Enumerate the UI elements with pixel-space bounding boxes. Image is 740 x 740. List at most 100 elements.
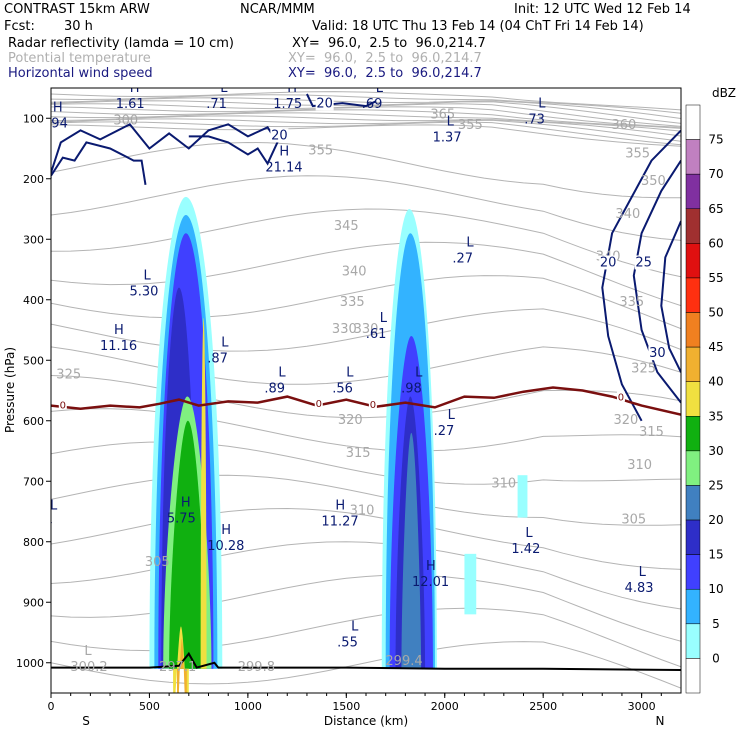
extremum-type: L bbox=[448, 408, 456, 423]
theta-label: 325 bbox=[631, 361, 656, 376]
extremum-value: .61 bbox=[366, 327, 387, 342]
fcst-label: Fcst: bbox=[4, 19, 35, 34]
colorbar-swatch bbox=[685, 450, 701, 486]
wind-contour-20-left bbox=[51, 123, 279, 174]
theta-label: 320 bbox=[338, 413, 363, 428]
colorbar-swatch bbox=[685, 139, 701, 175]
extremum-type: H bbox=[221, 523, 231, 538]
extremum-value: 1.42 bbox=[511, 542, 540, 557]
extremum-value: 10.28 bbox=[207, 539, 244, 554]
zero-line-label: 0 bbox=[60, 400, 66, 411]
colorbar-level-label: 0 bbox=[712, 651, 720, 665]
wind-label-bg bbox=[270, 128, 289, 143]
valid-time: Valid: 18 UTC Thu 13 Feb 14 (04 ChT Fri … bbox=[312, 19, 644, 34]
colorbar-level-label: 50 bbox=[708, 306, 723, 320]
zero-line-label: 0 bbox=[370, 400, 376, 411]
theta-isentrope bbox=[51, 175, 681, 241]
theta-isentrope-upper bbox=[51, 115, 681, 137]
extremum-type: L bbox=[466, 235, 474, 250]
extremum-type: L bbox=[380, 311, 388, 326]
extremum-value: 12.01 bbox=[412, 575, 449, 590]
theta-isentrope bbox=[51, 346, 681, 385]
colorbar-swatch bbox=[685, 554, 701, 590]
extremum-type: H bbox=[287, 81, 297, 96]
theta-isentrope bbox=[51, 275, 681, 330]
zero-label-bg bbox=[314, 398, 323, 409]
extremum-value: 1.37 bbox=[433, 130, 462, 145]
colorbar-swatch bbox=[685, 381, 701, 417]
field-reflectivity-name: Radar reflectivity (lamda = 10 cm) bbox=[8, 36, 234, 51]
theta-isentrope bbox=[51, 541, 681, 610]
extremum-type: H bbox=[181, 496, 191, 511]
y-tick-label: 500 bbox=[23, 354, 44, 367]
extremum-type: L bbox=[143, 269, 151, 284]
model-title: CONTRAST 15km ARW bbox=[4, 2, 150, 17]
wind-contour-30-right bbox=[660, 220, 681, 373]
extremum-type: L bbox=[415, 366, 423, 381]
field-theta-name: Potential temperature bbox=[8, 51, 151, 66]
theta-isentrope bbox=[51, 241, 681, 307]
theta-label: 305 bbox=[621, 513, 646, 528]
wind-label-bg bbox=[599, 255, 618, 270]
extremum-type: L bbox=[346, 366, 354, 381]
zero-isotherm-line bbox=[51, 386, 681, 416]
colorbar-level-label: 40 bbox=[708, 375, 723, 389]
x-tick-label: 2000 bbox=[431, 700, 459, 713]
extremum-value: 300.2 bbox=[70, 660, 107, 675]
extremum-value: .98 bbox=[401, 382, 422, 397]
extremum-type: H bbox=[279, 145, 289, 160]
center-label: NCAR/MMM bbox=[240, 2, 315, 17]
extremum-type: L bbox=[351, 620, 359, 635]
x-tick-label: 1500 bbox=[332, 700, 360, 713]
theta-label: 355 bbox=[625, 147, 650, 162]
theta-label: 325 bbox=[56, 367, 81, 382]
zero-line-label: 0 bbox=[618, 393, 624, 404]
theta-isentrope-upper bbox=[51, 121, 681, 146]
extremum-value: .87 bbox=[207, 351, 228, 366]
colorbar-swatch bbox=[685, 588, 701, 625]
zero-label-bg bbox=[616, 391, 625, 402]
theta-label: 340 bbox=[342, 265, 367, 280]
extremum-value: .89 bbox=[264, 382, 285, 397]
y-tick-label: 600 bbox=[23, 415, 44, 428]
extremum-value: .73 bbox=[524, 112, 545, 127]
wind-label: 20 bbox=[316, 96, 333, 111]
colorbar-swatch bbox=[685, 346, 701, 382]
y-tick-label: 900 bbox=[23, 596, 44, 609]
extremum-value: 21.14 bbox=[265, 161, 302, 176]
colorbar-unit: dBZ bbox=[712, 86, 736, 100]
theta-label: 365 bbox=[430, 107, 455, 122]
extremum-type: L bbox=[538, 96, 546, 111]
theta-label: 315 bbox=[346, 446, 371, 461]
extremum-value: 1.75 bbox=[273, 97, 302, 112]
theta-label: 300 bbox=[113, 113, 138, 128]
field-wind-name: Horizontal wind speed bbox=[8, 66, 153, 81]
colorbar-level-label: 10 bbox=[708, 582, 723, 596]
theta-label: 305 bbox=[145, 555, 170, 570]
theta-isentrope-upper bbox=[51, 109, 681, 129]
extremum-type: H bbox=[426, 559, 436, 574]
theta-isentrope bbox=[51, 641, 681, 689]
zero-label-bg bbox=[58, 399, 67, 410]
theta-label: 340 bbox=[615, 207, 640, 222]
colorbar-level-label: 20 bbox=[708, 513, 723, 527]
extremum-value: 4.83 bbox=[625, 581, 654, 596]
x-tick-label: 0 bbox=[48, 700, 55, 713]
field-wind-xy: XY= 96.0, 2.5 to 96.0,214.7 bbox=[288, 66, 482, 81]
theta-isentrope bbox=[51, 375, 681, 419]
y-tick-label: 1000 bbox=[16, 657, 44, 670]
y-axis-label: Pressure (hPa) bbox=[3, 347, 17, 433]
extremum-value: .69 bbox=[362, 97, 383, 112]
y-tick-label: 100 bbox=[23, 112, 44, 125]
theta-isentrope-upper bbox=[51, 97, 681, 119]
extremum-value: 11.27 bbox=[321, 515, 358, 530]
theta-isentrope-upper bbox=[51, 106, 681, 128]
theta-isentrope-upper bbox=[51, 118, 681, 142]
colorbar-swatch bbox=[685, 277, 701, 313]
extremum-type: L bbox=[376, 81, 384, 96]
colorbar-swatch bbox=[685, 485, 701, 521]
theta-label: 315 bbox=[639, 425, 664, 440]
theta-isentrope bbox=[51, 574, 681, 642]
theta-isentrope bbox=[51, 607, 681, 668]
